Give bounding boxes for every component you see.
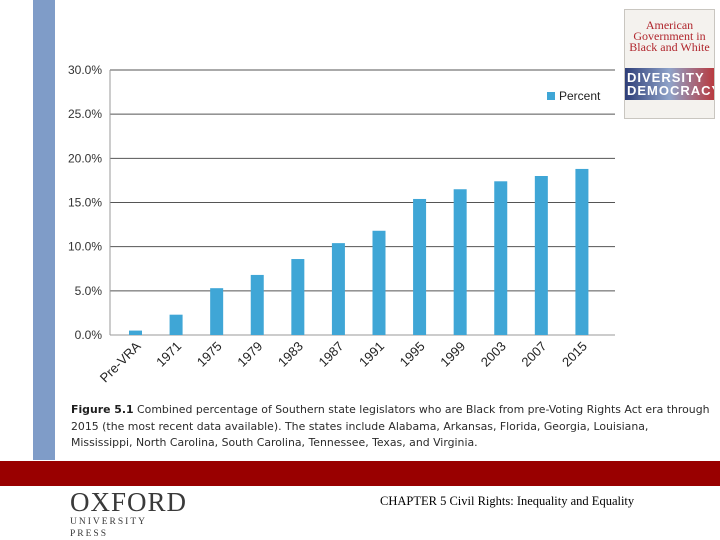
bar: [250, 274, 264, 335]
figure-label: Figure 5.1: [71, 403, 134, 416]
x-tick-label: 1995: [397, 339, 428, 370]
y-tick-label: 10.0%: [68, 240, 102, 254]
y-tick-label: 30.0%: [68, 63, 102, 77]
figure-caption: Figure 5.1 Combined percentage of Southe…: [71, 402, 711, 452]
x-tick-label: 2015: [559, 339, 590, 370]
logo-main-text: OXFORD: [70, 487, 188, 517]
y-tick-label: 15.0%: [68, 196, 102, 210]
x-tick-label: 1979: [234, 339, 265, 370]
figure-caption-text: Combined percentage of Southern state le…: [71, 403, 710, 449]
footer-band: [0, 461, 720, 486]
x-tick-label: 1987: [315, 339, 346, 370]
x-tick-label: 1971: [153, 339, 184, 370]
x-tick-label: 1983: [275, 339, 306, 370]
legend-label: Percent: [559, 89, 601, 103]
book-cover-image: American Government in Black and White D…: [624, 9, 715, 119]
y-tick-label: 20.0%: [68, 151, 102, 165]
oxford-logo: OXFORD UNIVERSITY PRESS: [70, 487, 188, 540]
x-tick-label: 1975: [194, 339, 225, 370]
book-cover-band-text: DIVERSITY DEMOCRACY: [627, 70, 715, 98]
x-tick-label: 2007: [518, 339, 549, 370]
x-tick-label: 1999: [437, 339, 468, 370]
x-tick-label: Pre-VRA: [97, 338, 144, 385]
bar: [129, 330, 142, 335]
y-tick-label: 25.0%: [68, 107, 102, 121]
logo-sub-text: UNIVERSITY PRESS: [70, 517, 147, 539]
book-cover-band: DIVERSITY DEMOCRACY: [625, 68, 714, 100]
bar: [210, 288, 224, 335]
bar-chart: 0.0% 5.0% 10.0% 15.0% 20.0% 25.0% 30.0% Pre-VR…: [68, 63, 615, 385]
bar: [413, 198, 427, 335]
y-tick-label: 5.0%: [75, 284, 103, 298]
bar: [534, 176, 548, 335]
bar: [372, 230, 386, 335]
y-tick-label: 0.0%: [75, 328, 103, 342]
chapter-title: CHAPTER 5 Civil Rights: Inequality and E…: [380, 494, 635, 508]
left-accent-bar: [33, 0, 55, 460]
bar: [331, 243, 345, 335]
bar: [494, 181, 508, 335]
bar: [575, 168, 589, 335]
bar: [453, 189, 467, 335]
legend-swatch: [547, 92, 555, 100]
book-cover-title: American Government in Black and White: [629, 18, 710, 54]
x-tick-label: 1991: [356, 339, 387, 370]
x-tick-label: 2003: [478, 339, 509, 370]
bar: [291, 259, 305, 335]
bar: [169, 314, 183, 335]
